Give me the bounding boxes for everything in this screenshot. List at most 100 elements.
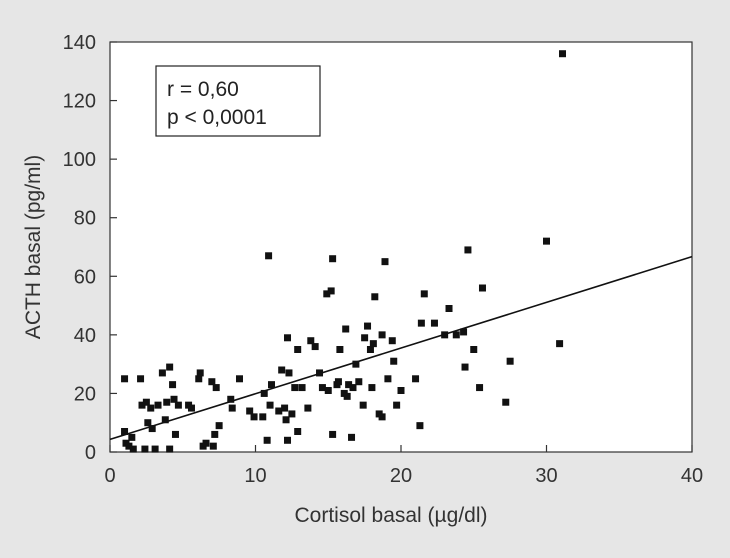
data-point <box>235 375 243 383</box>
data-point <box>141 445 149 453</box>
data-point <box>259 413 267 421</box>
data-point <box>371 293 379 301</box>
stats-box <box>155 65 321 137</box>
data-point <box>171 430 179 438</box>
data-point <box>334 378 342 386</box>
data-point <box>416 422 424 430</box>
data-point <box>125 442 133 450</box>
y-tick-label: 140 <box>63 32 96 54</box>
data-point <box>318 384 326 392</box>
data-point <box>390 357 398 365</box>
data-point <box>196 369 204 377</box>
data-point <box>445 305 453 312</box>
data-point <box>304 404 312 412</box>
data-point <box>137 375 145 383</box>
data-point <box>266 401 274 409</box>
x-tick-label: 0 <box>104 465 115 487</box>
data-point <box>195 375 203 383</box>
data-point <box>246 407 254 415</box>
x-tick-label: 10 <box>244 465 266 487</box>
data-point <box>142 398 150 406</box>
data-point <box>169 381 177 389</box>
data-point <box>228 404 236 412</box>
y-tick-label: 60 <box>74 266 96 288</box>
data-point <box>307 337 315 345</box>
data-point <box>452 331 460 339</box>
data-point <box>284 436 292 444</box>
data-point <box>329 255 337 263</box>
data-point <box>366 346 374 353</box>
p-value-label: p < 0,0001 <box>167 106 267 129</box>
data-point <box>250 413 258 421</box>
y-tick-label: 120 <box>63 91 96 113</box>
data-point <box>294 428 302 435</box>
data-point <box>352 360 360 368</box>
data-point <box>278 366 286 374</box>
data-point <box>121 428 129 435</box>
data-point <box>349 384 357 392</box>
data-point <box>209 442 217 450</box>
data-point <box>378 413 386 421</box>
data-point <box>147 404 155 412</box>
data-point <box>348 433 356 441</box>
data-point <box>275 407 283 415</box>
data-point <box>311 343 319 351</box>
data-point <box>345 381 353 389</box>
data-point <box>166 445 174 453</box>
data-point <box>359 401 367 409</box>
data-point <box>506 357 514 365</box>
regression-line <box>109 255 693 441</box>
data-point <box>417 319 425 327</box>
data-point <box>121 375 129 383</box>
data-point <box>412 375 420 383</box>
data-point <box>284 334 292 342</box>
data-point <box>260 389 268 397</box>
data-point <box>397 387 405 394</box>
data-point <box>378 331 386 339</box>
data-point <box>336 346 344 353</box>
x-axis-ticks: 0 10 20 30 40 <box>104 445 703 487</box>
data-point <box>464 246 472 254</box>
data-point <box>212 384 220 392</box>
data-point <box>158 369 166 377</box>
data-point <box>329 430 337 438</box>
data-point <box>170 395 178 403</box>
data-point <box>144 419 152 427</box>
data-point <box>355 378 363 386</box>
x-axis-title: Cortisol basal (µg/dl) <box>295 504 488 527</box>
y-tick-label: 80 <box>74 208 96 230</box>
data-point <box>388 337 396 345</box>
data-point <box>364 322 372 330</box>
data-point <box>215 422 223 430</box>
data-point <box>268 381 276 389</box>
data-point <box>343 392 351 400</box>
data-point <box>430 319 438 327</box>
y-axis-ticks: 0 20 40 60 80 100 120 140 <box>63 32 117 464</box>
data-point <box>265 252 273 260</box>
correlation-r-label: r = 0,60 <box>167 78 239 101</box>
data-point <box>227 395 235 403</box>
data-point <box>166 363 174 371</box>
data-point <box>151 445 159 453</box>
data-point <box>420 290 428 298</box>
data-point <box>211 430 219 438</box>
data-point <box>324 387 332 394</box>
data-point <box>368 384 376 392</box>
data-point <box>316 369 324 377</box>
data-point <box>154 401 162 409</box>
data-point <box>381 258 389 266</box>
data-point <box>288 410 296 418</box>
data-point <box>441 331 449 339</box>
y-tick-label: 100 <box>63 149 96 171</box>
regression-line-group <box>109 255 693 441</box>
data-point <box>163 398 171 406</box>
data-point <box>294 346 302 353</box>
data-point <box>298 384 306 392</box>
y-tick-label: 0 <box>85 442 96 464</box>
data-point <box>502 398 510 406</box>
data-point <box>559 50 567 58</box>
x-tick-label: 40 <box>681 465 703 487</box>
data-point <box>342 325 350 333</box>
y-tick-label: 40 <box>74 325 96 347</box>
